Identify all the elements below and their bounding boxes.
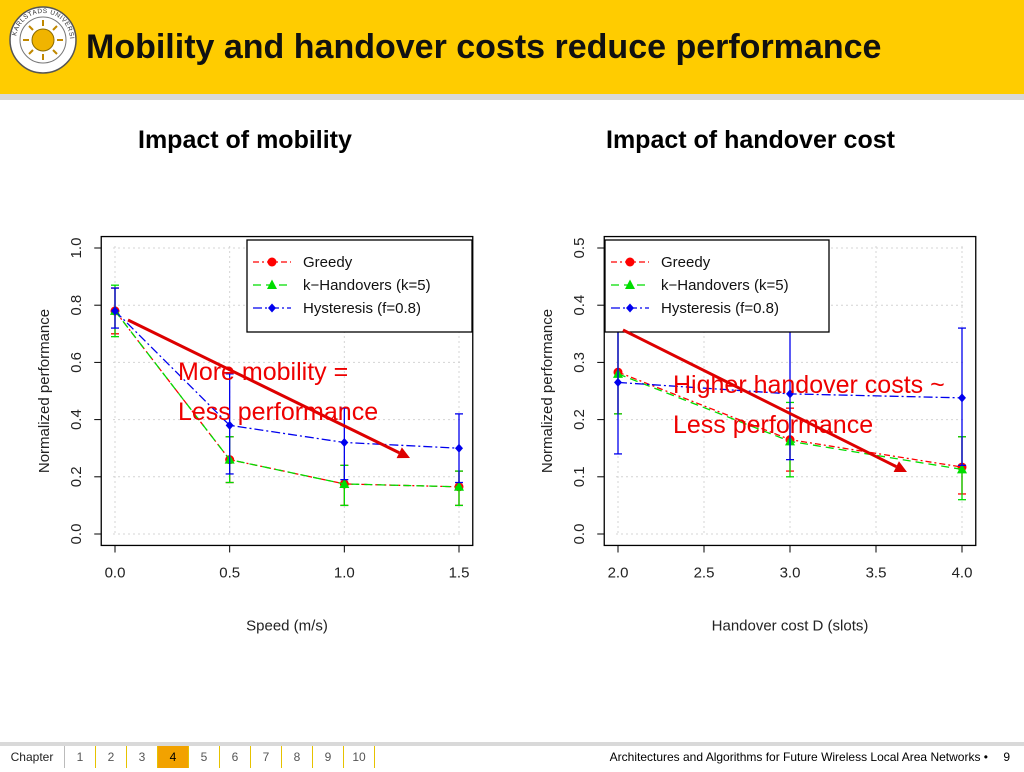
x-tick-label: 1.5 (449, 564, 470, 581)
handover-cost-chart: 0.0 0.1 0.2 0.3 0.4 0.5 2.0 2.5 3.0 3.5 4.0 Handove… (539, 235, 977, 634)
legend: Greedy k−Handovers (k=5) Hysteresis (f=0.8… (246, 239, 473, 333)
y-axis: 0.0 0.1 0.2 0.3 0.4 0.5 (571, 238, 605, 545)
x-tick-label: 4.0 (952, 564, 973, 581)
legend-box (604, 239, 830, 333)
legend-label: Greedy (661, 254, 711, 271)
handover-annotation: Higher handover costs ~ Less performance (673, 365, 945, 445)
series-3 (111, 287, 463, 484)
university-logo: KARLSTADS UNIVERSITET (8, 5, 77, 74)
series-line (114, 310, 460, 449)
series-line (114, 310, 460, 488)
y-tick-label: 0.2 (571, 409, 588, 430)
data-point (225, 420, 234, 430)
arrow-shaft (622, 328, 897, 468)
plot-frame (100, 235, 474, 547)
y-axis-label: Normalized performance (539, 309, 556, 473)
y-axis: 0.0 0.2 0.4 0.6 0.8 1.0 (68, 238, 102, 545)
chapter-navigation: Chapter 1 2 3 4 5 6 7 8 9 10 (0, 746, 375, 768)
footer-course-title: Architectures and Algorithms for Future … (610, 746, 988, 768)
chapter-page-1[interactable]: 1 (65, 746, 96, 768)
legend-marker (267, 279, 277, 289)
mobility-chart: 0.0 0.2 0.4 0.6 0.8 1.0 0.0 0.5 1.0 1.5 Speed (m/s… (36, 235, 474, 634)
trend-arrow (127, 318, 410, 459)
header-bar (0, 0, 1024, 94)
x-tick-label: 3.5 (866, 564, 887, 581)
legend-label: k−Handovers (k=5) (661, 277, 789, 294)
legend-marker (625, 257, 635, 267)
y-tick-label: 0.2 (68, 466, 85, 487)
sun-icon (23, 20, 63, 60)
data-point (614, 377, 622, 387)
data-point (957, 463, 967, 474)
slide-title: Mobility and handover costs reduce perfo… (86, 28, 882, 66)
x-tick-label: 2.0 (608, 564, 629, 581)
x-tick-label: 3.0 (780, 564, 801, 581)
y-tick-label: 0.1 (571, 466, 588, 487)
y-tick-label: 0.6 (68, 352, 85, 373)
chapter-page-7[interactable]: 7 (251, 746, 282, 768)
y-tick-label: 0.4 (571, 295, 588, 316)
footer-text: Architectures and Algorithms for Future … (609, 750, 981, 764)
header-divider (0, 94, 1024, 100)
data-point (455, 443, 463, 453)
series-3 (614, 327, 966, 467)
annotation-line: More mobility = (178, 358, 349, 386)
arrow-head (396, 447, 410, 459)
chapter-page-9[interactable]: 9 (313, 746, 344, 768)
legend-marker (268, 303, 276, 313)
legend-label: k−Handovers (k=5) (303, 277, 431, 294)
chapter-page-3[interactable]: 3 (127, 746, 158, 768)
page-number: 9 (1003, 750, 1010, 764)
x-tick-label: 1.0 (334, 564, 355, 581)
legend-label: Greedy (303, 254, 353, 271)
y-tick-label: 1.0 (68, 238, 85, 259)
x-axis-label: Speed (m/s) (246, 617, 328, 634)
data-point (786, 389, 794, 399)
chapter-page-5[interactable]: 5 (189, 746, 220, 768)
y-tick-label: 0.8 (68, 295, 85, 316)
chapter-page-8[interactable]: 8 (282, 746, 313, 768)
chapter-page-6[interactable]: 6 (220, 746, 251, 768)
data-point (340, 437, 349, 447)
chapter-page-10[interactable]: 10 (344, 746, 375, 768)
x-axis: 0.0 0.5 1.0 1.5 (105, 545, 470, 581)
arrow-shaft (127, 318, 400, 455)
x-axis-label: Handover cost D (slots) (712, 617, 869, 634)
y-tick-label: 0.4 (68, 409, 85, 430)
x-tick-label: 0.5 (219, 564, 240, 581)
legend-box (246, 239, 473, 333)
y-axis-label: Normalized performance (36, 309, 53, 473)
chapter-label: Chapter (0, 746, 65, 768)
data-point (454, 481, 464, 491)
y-tick-label: 0.3 (571, 352, 588, 373)
y-tick-label: 0.5 (571, 238, 588, 259)
annotation-line: Less performance (178, 398, 379, 426)
footer-bullet: • (983, 750, 988, 764)
subtitle-handover-cost: Impact of handover cost (606, 126, 895, 154)
annotation-line: Less performance (673, 411, 874, 439)
legend-label: Hysteresis (f=0.8) (303, 300, 421, 317)
y-tick-label: 0.0 (571, 524, 588, 545)
subtitle-mobility: Impact of mobility (138, 126, 352, 154)
mobility-annotation: More mobility = Less performance (178, 352, 378, 432)
x-axis: 2.0 2.5 3.0 3.5 4.0 (608, 545, 973, 581)
arrow-head (893, 461, 907, 472)
x-tick-label: 0.0 (105, 564, 126, 581)
data-point (339, 478, 350, 488)
x-tick-label: 2.5 (694, 564, 715, 581)
legend-marker (267, 257, 277, 267)
annotation-line: Higher handover costs ~ (673, 371, 945, 399)
data-point (958, 393, 966, 403)
trend-arrow (622, 328, 907, 472)
data-point (111, 306, 119, 316)
legend-marker (626, 303, 634, 313)
legend: Greedy k−Handovers (k=5) Hysteresis (f=0.8… (604, 239, 830, 333)
chapter-page-2[interactable]: 2 (96, 746, 127, 768)
legend-marker (625, 279, 635, 289)
chapter-page-4[interactable]: 4 (158, 746, 189, 768)
y-tick-label: 0.0 (68, 524, 85, 545)
legend-label: Hysteresis (f=0.8) (661, 300, 779, 317)
